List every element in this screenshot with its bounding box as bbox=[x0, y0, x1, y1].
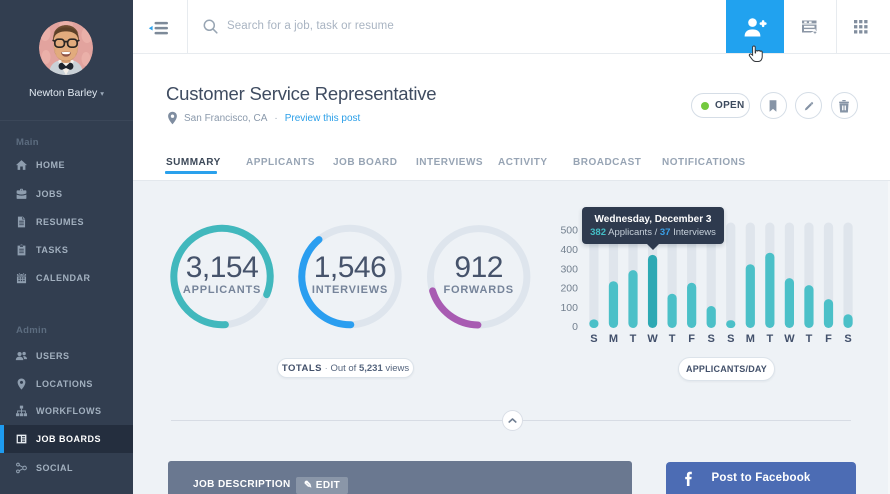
svg-text:300: 300 bbox=[560, 263, 578, 275]
svg-text:400: 400 bbox=[560, 244, 578, 256]
svg-text:T: T bbox=[669, 333, 676, 345]
svg-text:100: 100 bbox=[560, 302, 578, 314]
svg-text:T: T bbox=[766, 333, 773, 345]
svg-text:M: M bbox=[746, 333, 755, 345]
svg-text:500: 500 bbox=[560, 225, 578, 237]
svg-text:T: T bbox=[630, 333, 637, 345]
svg-text:S: S bbox=[844, 333, 851, 345]
svg-text:F: F bbox=[688, 333, 695, 345]
svg-text:200: 200 bbox=[560, 283, 578, 295]
svg-text:S: S bbox=[727, 333, 734, 345]
svg-text:S: S bbox=[708, 333, 715, 345]
svg-text:W: W bbox=[784, 333, 795, 345]
svg-text:T: T bbox=[806, 333, 813, 345]
svg-text:F: F bbox=[825, 333, 832, 345]
svg-text:W: W bbox=[647, 333, 658, 345]
svg-text:0: 0 bbox=[572, 321, 578, 333]
svg-text:S: S bbox=[590, 333, 597, 345]
svg-text:M: M bbox=[609, 333, 618, 345]
